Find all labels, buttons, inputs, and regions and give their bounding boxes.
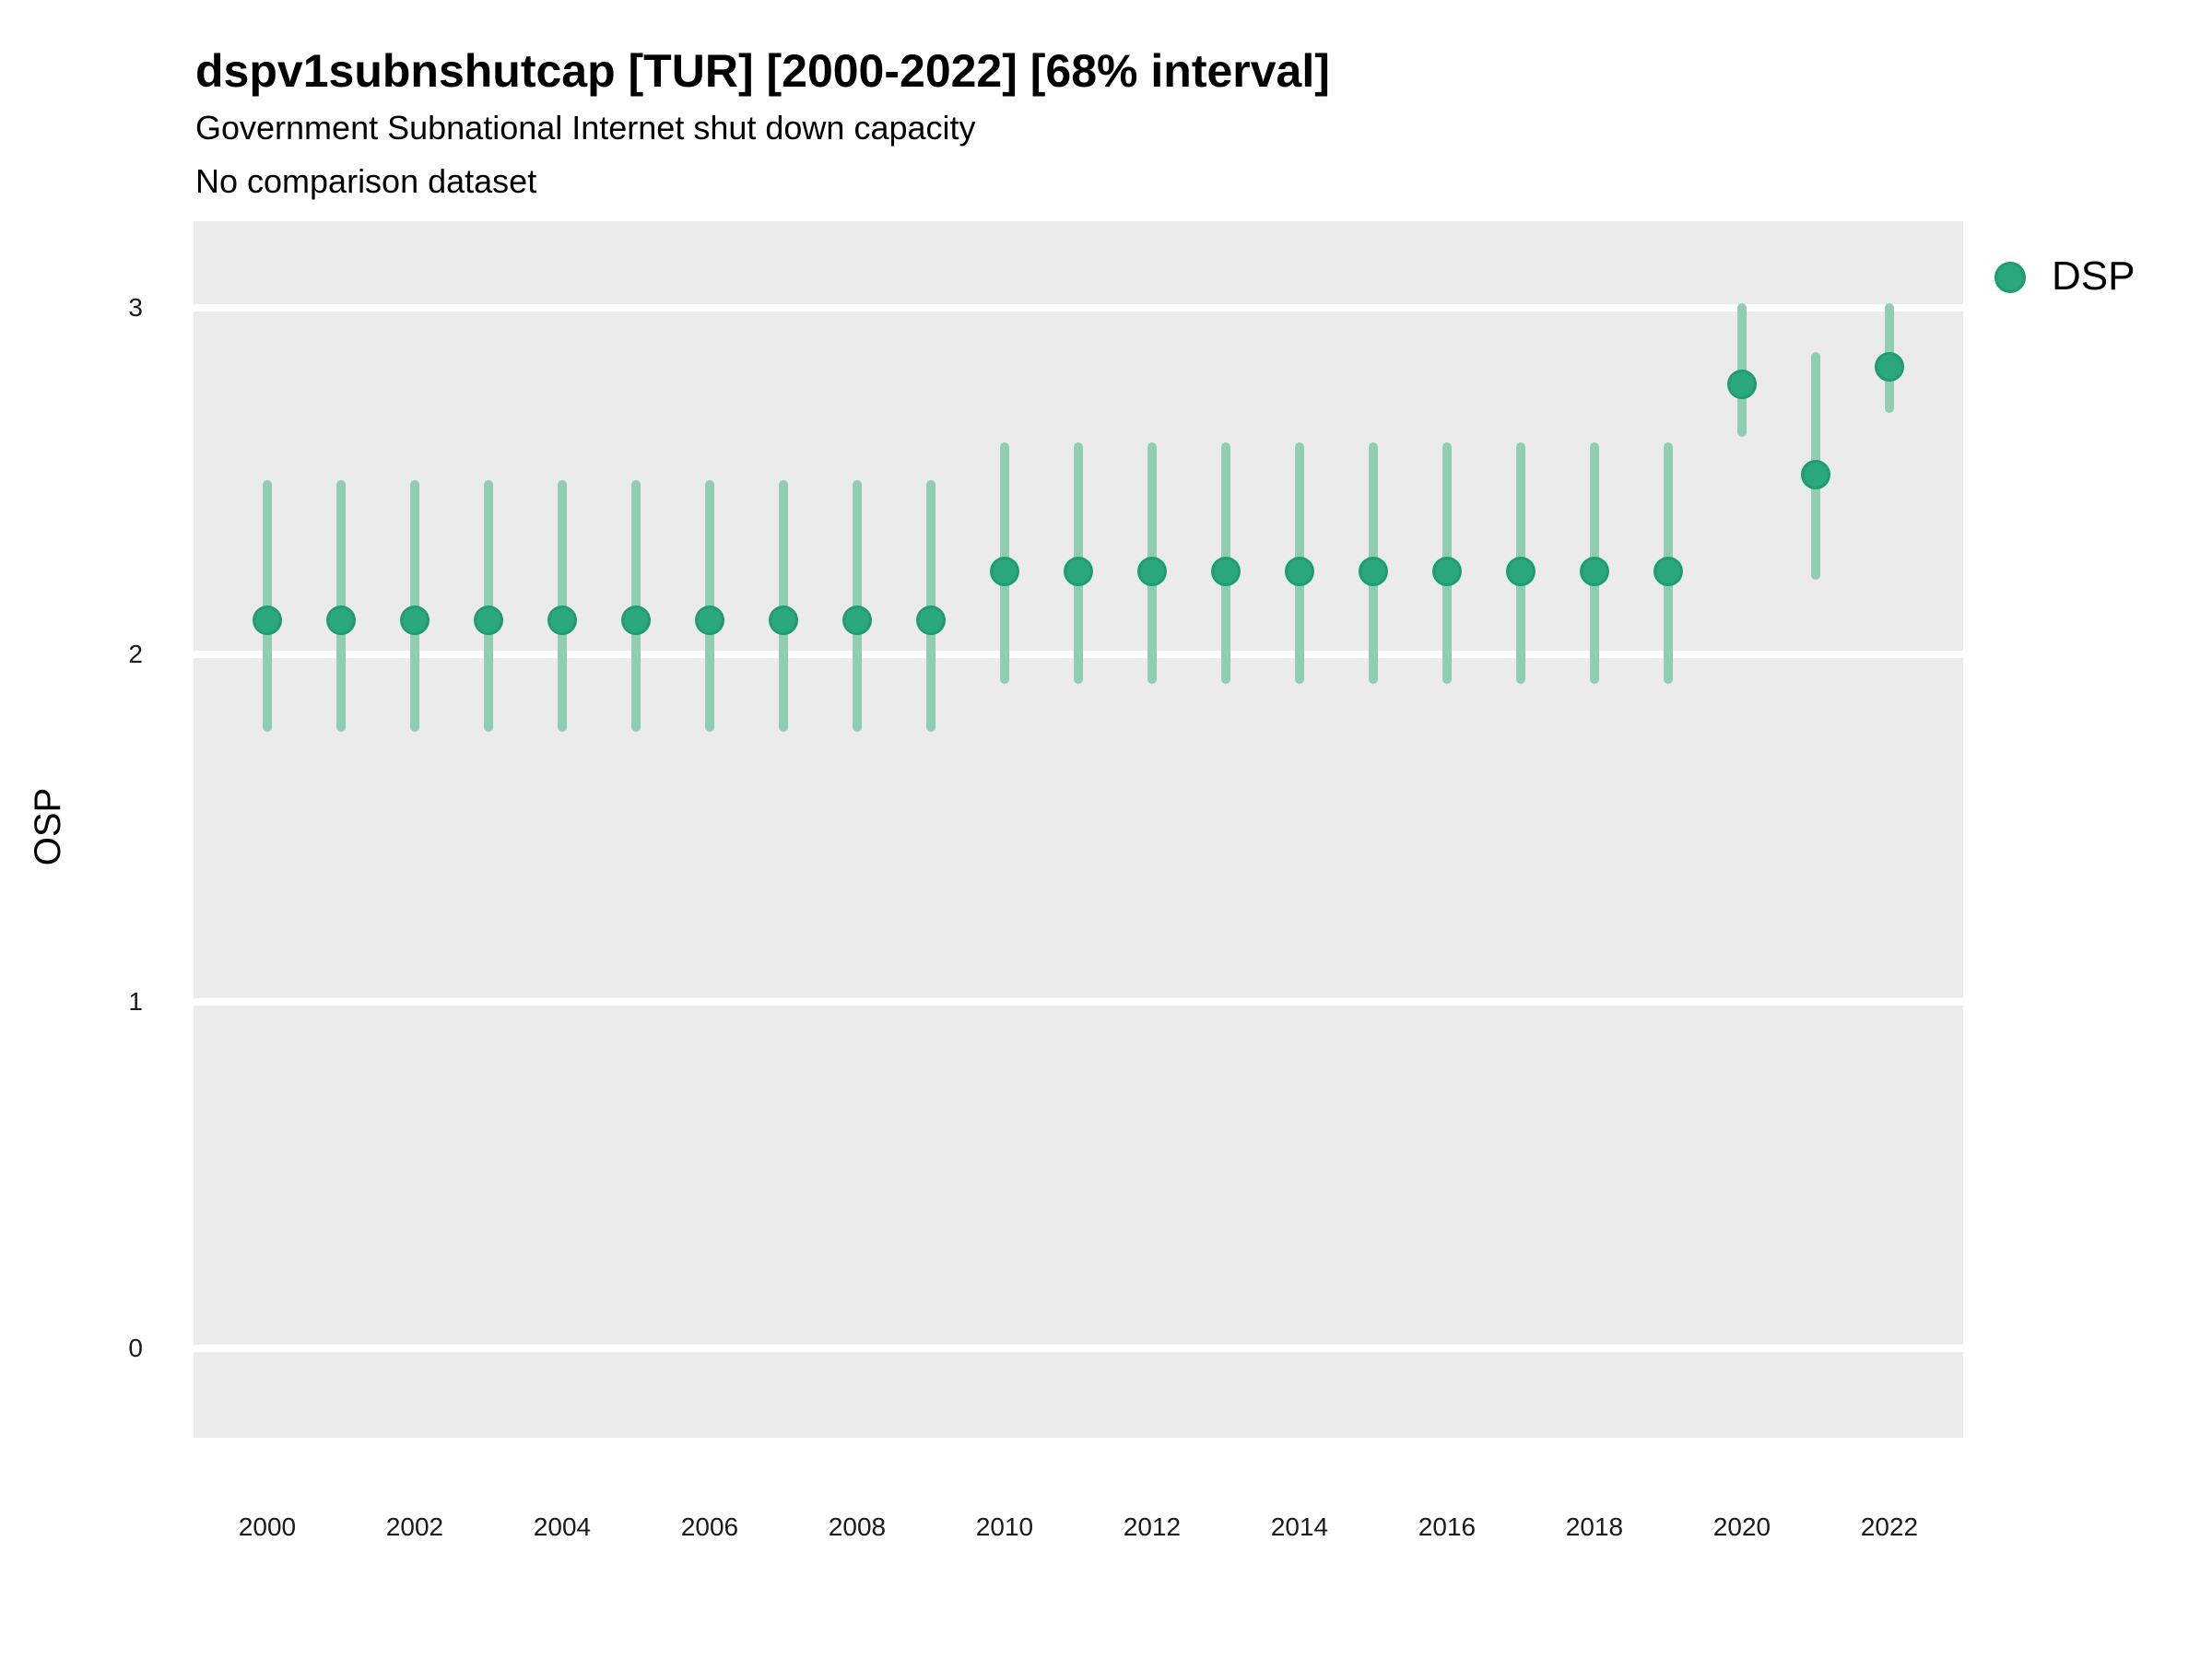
x-tick-label-2014: 2014: [1270, 1512, 1329, 1541]
data-point-2005: [621, 605, 651, 635]
data-point-2002: [400, 605, 429, 635]
data-point-2011: [1064, 557, 1093, 586]
x-tick-label-2006: 2006: [680, 1512, 739, 1541]
data-point-2003: [474, 605, 503, 635]
data-point-2015: [1359, 557, 1388, 586]
data-point-2014: [1285, 557, 1314, 586]
chart-title: dspv1subnshutcap [TUR] [2000-2022] [68% …: [195, 45, 1330, 97]
data-point-2021: [1801, 459, 1830, 489]
data-point-2000: [253, 605, 282, 635]
comparison-note: No comparison dataset: [195, 162, 537, 200]
gridline-y-0: [194, 1345, 1963, 1352]
x-tick-label-2020: 2020: [1712, 1512, 1771, 1541]
data-point-2010: [990, 557, 1019, 586]
data-point-2016: [1432, 557, 1462, 586]
x-tick-label-2018: 2018: [1565, 1512, 1624, 1541]
y-tick-label-1: 1: [128, 986, 143, 1016]
x-tick-label-2004: 2004: [533, 1512, 592, 1541]
y-axis-title: OSP: [28, 787, 68, 866]
y-tick-label-2: 2: [128, 640, 143, 669]
data-point-2022: [1875, 351, 1904, 382]
y-tick-label-0: 0: [128, 1334, 143, 1362]
gridline-y-3: [194, 304, 1963, 312]
x-tick-label-2008: 2008: [828, 1512, 887, 1541]
data-point-2018: [1580, 557, 1609, 586]
legend-point-icon: [1994, 262, 2026, 293]
gridline-y-1: [194, 997, 1963, 1006]
data-point-2008: [842, 605, 872, 635]
data-point-2007: [769, 605, 798, 635]
chart-subtitle: Government Subnational Internet shut dow…: [195, 109, 976, 147]
data-point-2019: [1653, 557, 1683, 586]
legend-label: DSP: [2052, 253, 2136, 299]
data-point-2013: [1211, 557, 1241, 586]
data-point-2017: [1506, 557, 1535, 586]
data-point-2012: [1137, 557, 1167, 586]
x-tick-label-2000: 2000: [238, 1512, 297, 1541]
y-tick-label-3: 3: [128, 293, 143, 322]
data-point-2006: [695, 605, 724, 635]
x-tick-label-2016: 2016: [1418, 1512, 1477, 1541]
data-point-2020: [1727, 369, 1757, 399]
x-tick-label-2012: 2012: [1123, 1512, 1182, 1541]
x-tick-label-2022: 2022: [1860, 1512, 1919, 1541]
data-point-2001: [326, 605, 356, 635]
plot-panel: [194, 221, 1963, 1438]
data-point-2004: [547, 605, 577, 635]
data-point-2009: [916, 605, 946, 635]
x-tick-label-2002: 2002: [385, 1512, 444, 1541]
x-tick-label-2010: 2010: [975, 1512, 1034, 1541]
